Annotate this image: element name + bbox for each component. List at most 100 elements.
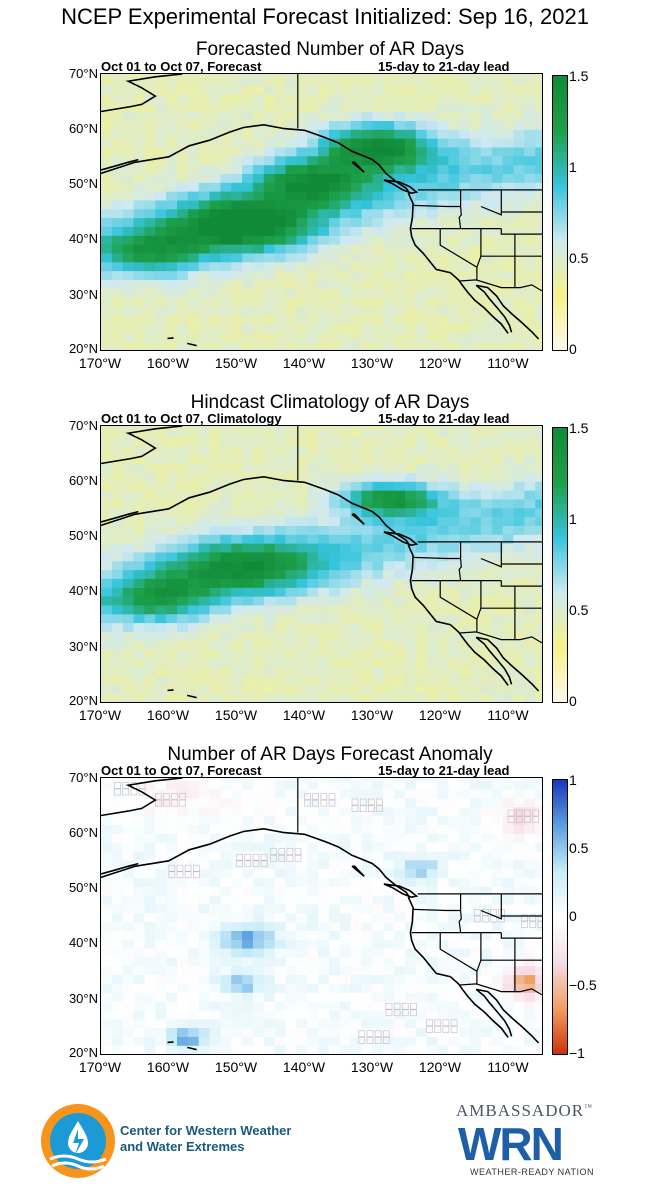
- heatmap-cell: [415, 226, 428, 236]
- heatmap-cell: [166, 270, 178, 280]
- heatmap-cell: [459, 155, 471, 166]
- heatmap-cell: [176, 252, 189, 263]
- heatmap-cell: [524, 490, 536, 500]
- heatmap-cell: [166, 208, 178, 219]
- heatmap-cell: [350, 138, 363, 148]
- map-anomaly: [100, 777, 543, 1055]
- heatmap-cell: [361, 877, 373, 887]
- heatmap-cell: [318, 93, 330, 104]
- heatmap-cell: [307, 507, 319, 518]
- heatmap-cell: [263, 164, 276, 174]
- heatmap-cell: [307, 903, 319, 914]
- heatmap-cell: [459, 912, 471, 923]
- heatmap-cell: [198, 806, 211, 817]
- heatmap-cell: [524, 120, 536, 130]
- heatmap-cell: [133, 693, 146, 702]
- heatmap-cell: [101, 155, 113, 166]
- heatmap-cell: [437, 666, 449, 677]
- heatmap-cell: [133, 226, 146, 236]
- heatmap-cell: [274, 965, 287, 976]
- heatmap-cell: [448, 261, 460, 272]
- heatmap-cell: [187, 631, 200, 641]
- heatmap-cell: [513, 675, 525, 685]
- heatmap-cell: [328, 939, 341, 949]
- heatmap-cell: [307, 261, 319, 272]
- heatmap-cell: [339, 912, 352, 923]
- heatmap-cell: [111, 252, 124, 263]
- heatmap-cell: [318, 631, 330, 641]
- heatmap-cell: [491, 191, 504, 201]
- heatmap-cell: [535, 631, 542, 641]
- heatmap-cell: [252, 463, 265, 473]
- heatmap-cell: [394, 657, 406, 668]
- heatmap-cell: [491, 895, 504, 905]
- heatmap-cell: [513, 649, 525, 659]
- heatmap-cell: [318, 428, 330, 438]
- heatmap-cell: [470, 1027, 482, 1037]
- heatmap-cell: [361, 640, 373, 650]
- heatmap-cell: [274, 463, 287, 473]
- heatmap-cell: [285, 877, 297, 887]
- heatmap-cell: [372, 297, 384, 307]
- heatmap-cell: [502, 76, 515, 86]
- heatmap-cell: [122, 948, 135, 958]
- heatmap-cell: [372, 622, 384, 632]
- heatmap-cell: [404, 587, 417, 597]
- heatmap-cell: [328, 426, 341, 429]
- heatmap-cell: [318, 657, 330, 668]
- heatmap-cell: [372, 684, 384, 694]
- heatmap-cell: [328, 191, 341, 201]
- heatmap-cell: [187, 102, 200, 113]
- heatmap-cell: [480, 226, 493, 236]
- heatmap-cell: [252, 445, 265, 456]
- heatmap-cell: [101, 261, 113, 272]
- colorbar-tick-label: 0: [569, 693, 577, 709]
- heatmap-cell: [470, 569, 482, 579]
- heatmap-cell: [285, 1027, 297, 1037]
- heatmap-cell: [404, 778, 417, 781]
- heatmap-cell: [470, 481, 482, 491]
- heatmap-cell: [155, 226, 167, 236]
- heatmap-cell: [144, 649, 156, 659]
- heatmap-cell: [437, 445, 449, 456]
- heatmap-cell: [535, 208, 542, 219]
- heatmap-cell: [491, 833, 504, 843]
- heatmap-cell: [285, 102, 297, 113]
- heatmap-cell: [187, 806, 200, 817]
- significance-box: [537, 921, 542, 928]
- heatmap-cell: [448, 903, 460, 914]
- heatmap-cell: [111, 481, 124, 491]
- heatmap-cell: [252, 138, 265, 148]
- heatmap-cell: [361, 173, 373, 183]
- heatmap-cell: [470, 217, 482, 227]
- heatmap-cell: [470, 543, 482, 553]
- heatmap-cell: [524, 974, 536, 984]
- heatmap-cell: [437, 1045, 449, 1054]
- heatmap-cell: [513, 428, 525, 438]
- heatmap-cell: [328, 182, 341, 192]
- heatmap-cell: [415, 164, 428, 174]
- heatmap-cell: [155, 507, 167, 518]
- heatmap-cell: [122, 235, 135, 245]
- heatmap-cell: [101, 191, 113, 201]
- heatmap-cell: [122, 859, 135, 870]
- heatmap-cell: [155, 288, 167, 298]
- heatmap-cell: [220, 569, 232, 579]
- heatmap-cell: [242, 1001, 254, 1011]
- heatmap-cell: [394, 454, 406, 465]
- significance-box: [521, 914, 528, 922]
- heatmap-cell: [426, 649, 439, 659]
- heatmap-cell: [111, 974, 124, 984]
- heatmap-cell: [318, 270, 330, 280]
- heatmap-cell: [101, 120, 113, 130]
- heatmap-cell: [524, 780, 536, 790]
- heatmap-cell: [263, 182, 276, 192]
- heatmap-cell: [426, 778, 439, 781]
- heatmap-cell: [535, 859, 542, 870]
- significance-box: [130, 788, 138, 796]
- heatmap-cell: [328, 569, 341, 579]
- heatmap-cell: [448, 102, 460, 113]
- heatmap-cell: [155, 235, 167, 245]
- heatmap-cell: [176, 797, 189, 808]
- significance-box: [481, 909, 489, 916]
